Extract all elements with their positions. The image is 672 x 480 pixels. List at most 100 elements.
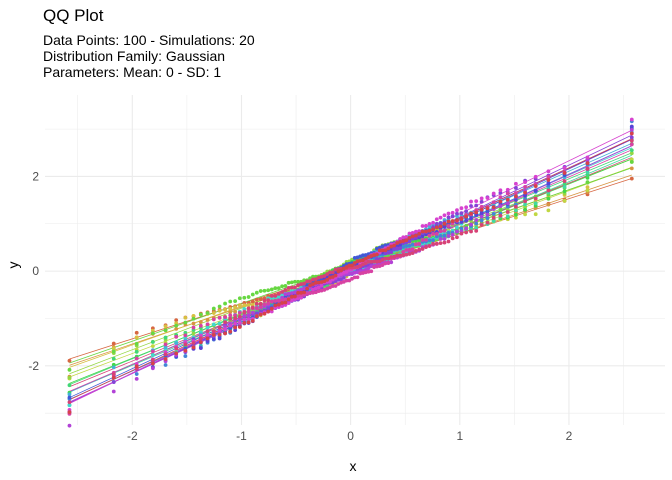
data-point	[228, 310, 233, 314]
data-point	[246, 317, 251, 322]
data-point	[474, 199, 479, 204]
data-point	[246, 303, 251, 308]
data-point	[296, 293, 300, 298]
data-point	[442, 213, 447, 218]
data-point	[266, 298, 271, 303]
data-point	[389, 255, 394, 259]
data-point	[352, 275, 357, 280]
data-point	[469, 216, 473, 221]
data-point	[404, 235, 409, 239]
data-point	[276, 291, 281, 296]
data-point	[562, 198, 567, 203]
data-point	[420, 229, 425, 234]
data-point	[302, 281, 307, 286]
data-point	[258, 289, 263, 293]
data-point	[311, 277, 315, 282]
data-point	[205, 336, 210, 341]
data-point	[434, 241, 439, 246]
data-point	[237, 303, 242, 308]
data-point	[474, 203, 479, 208]
data-point	[280, 292, 284, 297]
data-point	[228, 313, 233, 318]
data-point	[228, 316, 233, 321]
data-point	[629, 127, 634, 132]
data-point	[273, 303, 278, 308]
data-point	[283, 292, 288, 297]
data-point	[223, 307, 227, 312]
data-point	[246, 313, 251, 318]
data-point	[386, 250, 391, 255]
data-point	[150, 361, 155, 366]
data-point	[374, 259, 379, 264]
data-point	[242, 321, 247, 325]
data-point	[395, 246, 400, 251]
data-point	[280, 304, 284, 308]
data-point	[134, 364, 139, 369]
data-point	[150, 340, 155, 344]
data-point	[407, 231, 412, 236]
data-point	[392, 254, 397, 259]
data-point	[438, 221, 443, 226]
data-point	[205, 322, 210, 327]
data-point	[413, 229, 418, 234]
data-point	[350, 263, 354, 268]
chart-title: QQ Plot	[43, 6, 104, 25]
data-point	[366, 259, 371, 264]
data-point	[546, 208, 551, 213]
data-point	[498, 195, 503, 200]
data-point	[205, 339, 210, 343]
data-point	[311, 282, 315, 287]
data-point	[276, 299, 281, 303]
data-point	[498, 207, 503, 212]
data-point	[479, 218, 484, 223]
data-point	[183, 315, 188, 320]
data-point	[407, 243, 412, 248]
data-point	[280, 301, 284, 305]
data-point	[562, 184, 567, 189]
data-point	[302, 290, 307, 295]
y-axis-label: y	[5, 262, 21, 269]
data-point	[347, 278, 352, 283]
data-point	[523, 180, 527, 185]
data-point	[380, 248, 385, 253]
data-point	[191, 321, 196, 326]
data-point	[377, 259, 382, 264]
data-point	[562, 181, 567, 186]
data-point	[333, 284, 338, 288]
data-point	[514, 194, 518, 199]
data-point	[311, 287, 315, 292]
data-point	[434, 231, 439, 236]
data-point	[111, 380, 116, 385]
data-point	[474, 210, 479, 215]
data-point	[464, 214, 469, 219]
data-point	[163, 342, 168, 347]
data-point	[420, 238, 425, 242]
data-point	[523, 212, 527, 217]
data-point	[383, 261, 388, 266]
data-point	[246, 295, 251, 299]
data-point	[420, 224, 425, 228]
data-point	[455, 211, 459, 216]
data-point	[250, 318, 255, 323]
data-point	[305, 291, 309, 296]
data-point	[273, 299, 278, 303]
data-point	[217, 328, 222, 333]
data-point	[479, 222, 484, 227]
data-point	[424, 237, 428, 242]
data-point	[134, 356, 139, 361]
data-point	[505, 191, 510, 196]
data-point	[67, 395, 72, 400]
data-point	[205, 332, 210, 337]
data-point	[498, 204, 503, 209]
data-point	[585, 188, 590, 193]
data-point	[266, 309, 271, 314]
data-point	[361, 258, 365, 263]
data-point	[233, 309, 238, 314]
data-point	[273, 293, 278, 298]
data-point	[372, 259, 376, 264]
data-point	[311, 274, 315, 279]
data-point	[67, 423, 72, 428]
data-point	[533, 212, 538, 217]
data-point	[233, 313, 238, 318]
data-point	[431, 242, 435, 246]
